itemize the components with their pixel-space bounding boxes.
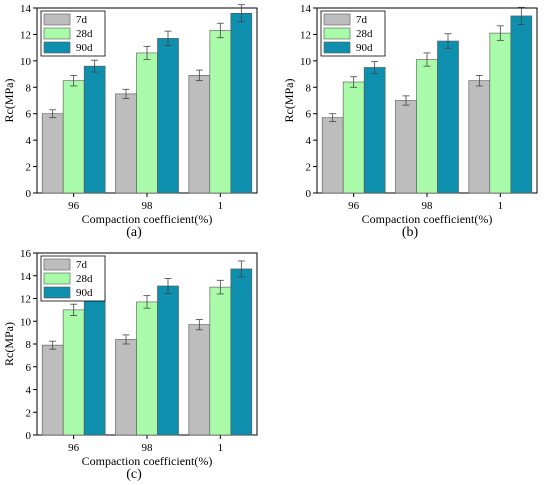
x-tick-label: 98	[422, 200, 434, 212]
bar-90d-96	[363, 67, 386, 194]
y-tick-label: 12	[20, 294, 31, 306]
y-tick-label: 14	[20, 271, 32, 283]
legend-swatch-28d	[323, 27, 351, 40]
y-tick-label: 0	[26, 430, 32, 442]
bar-7d-98	[115, 93, 137, 194]
bar-7d-1	[468, 80, 491, 194]
y-axis-label: Rc(MPa)	[282, 79, 296, 123]
legend-swatch-7d	[43, 258, 71, 271]
bar-7d-96	[321, 117, 344, 194]
bar-28d-96	[342, 81, 365, 194]
y-tick-label: 10	[20, 316, 32, 328]
bar-90d-98	[157, 38, 179, 194]
legend-label-28d: 28d	[76, 28, 93, 40]
x-tick-label: 96	[68, 200, 80, 212]
bar-28d-96	[62, 80, 85, 194]
bar-7d-96	[41, 113, 64, 194]
bar-7d-98	[115, 339, 137, 436]
bar-7d-96	[41, 344, 64, 436]
bar-28d-1	[489, 32, 512, 194]
bar-28d-98	[136, 52, 158, 194]
y-tick-label: 4	[26, 385, 32, 397]
bar-28d-1	[209, 30, 232, 194]
chart-panel-2: 0 2 4 6 8 10 12 14 Rc(MPa) 96 98 1 Compaction coeffi…	[282, 3, 538, 240]
y-tick-label: 8	[26, 339, 32, 351]
y-axis-label: Rc(MPa)	[2, 79, 16, 123]
legend-swatch-7d	[323, 13, 351, 26]
bar-90d-98	[157, 285, 179, 436]
bar-28d-1	[209, 286, 232, 436]
legend-swatch-90d	[43, 41, 71, 54]
x-tick-label: 98	[142, 200, 154, 212]
bar-90d-96	[83, 65, 106, 194]
x-axis-label: Compaction coefficient(%)	[362, 212, 493, 226]
bar-90d-1	[230, 268, 253, 436]
y-tick-label: 0	[306, 188, 312, 200]
legend: 7d 28d 90d	[40, 255, 106, 302]
y-tick-label: 14	[20, 3, 32, 15]
bar-90d-1	[230, 12, 253, 194]
y-tick-label: 2	[26, 162, 32, 174]
y-tick-label: 8	[306, 82, 312, 94]
legend-label-90d: 90d	[356, 42, 373, 54]
y-tick-label: 12	[20, 29, 31, 41]
y-tick-label: 12	[300, 29, 311, 41]
legend-label-7d: 7d	[76, 14, 88, 26]
legend-label-90d: 90d	[76, 287, 93, 299]
legend-swatch-7d	[43, 13, 71, 26]
bar-7d-1	[188, 324, 211, 436]
bar-90d-98	[437, 40, 459, 194]
legend-swatch-90d	[43, 286, 71, 299]
x-tick-label: 1	[498, 200, 504, 212]
bar-90d-1	[510, 15, 533, 194]
bar-90d-96	[83, 293, 106, 436]
y-tick-label: 4	[306, 135, 312, 147]
x-tick-label: 96	[348, 200, 360, 212]
bar-28d-98	[136, 301, 158, 436]
x-tick-label: 98	[142, 442, 154, 454]
legend: 7d 28d 90d	[40, 10, 106, 57]
x-tick-label: 1	[218, 442, 224, 454]
y-tick-label: 10	[300, 56, 312, 68]
y-tick-label: 6	[26, 362, 32, 374]
legend-label-28d: 28d	[356, 28, 373, 40]
y-tick-label: 0	[26, 188, 32, 200]
y-tick-label: 2	[26, 407, 32, 419]
x-axis-label: Compaction coefficient(%)	[82, 454, 213, 468]
legend-swatch-90d	[323, 41, 351, 54]
legend-swatch-28d	[43, 272, 71, 285]
bar-7d-98	[395, 100, 417, 194]
y-tick-label: 2	[306, 162, 312, 174]
legend-swatch-28d	[43, 27, 71, 40]
y-tick-label: 4	[26, 135, 32, 147]
panel-label: (c)	[126, 467, 142, 482]
legend: 7d 28d 90d	[320, 10, 386, 57]
legend-label-7d: 7d	[356, 14, 368, 26]
y-tick-label: 6	[306, 109, 312, 121]
panel-label: (b)	[402, 225, 419, 240]
x-tick-label: 96	[68, 442, 80, 454]
bar-7d-1	[188, 75, 211, 194]
bar-28d-98	[416, 59, 438, 194]
y-tick-label: 14	[300, 3, 312, 15]
legend-label-7d: 7d	[76, 259, 88, 271]
bar-28d-96	[62, 309, 85, 436]
y-tick-label: 6	[26, 109, 32, 121]
y-tick-label: 16	[20, 248, 32, 260]
x-axis-label: Compaction coefficient(%)	[82, 212, 213, 226]
y-axis-label: Rc(MPa)	[2, 322, 16, 366]
y-tick-label: 8	[26, 82, 32, 94]
panel-label: (a)	[126, 225, 142, 240]
chart-panel-1: 0 2 4 6 8 10 12 14 Rc(MPa) 96 98 1 Compaction coeffi…	[2, 3, 258, 240]
x-tick-label: 1	[218, 200, 224, 212]
chart-panel-3: 0 2 4 6 8 10 12 14 16 Rc(MPa) 96 98 1 Compaction coef…	[2, 248, 258, 482]
legend-label-28d: 28d	[76, 273, 93, 285]
y-tick-label: 10	[20, 56, 32, 68]
legend-label-90d: 90d	[76, 42, 93, 54]
